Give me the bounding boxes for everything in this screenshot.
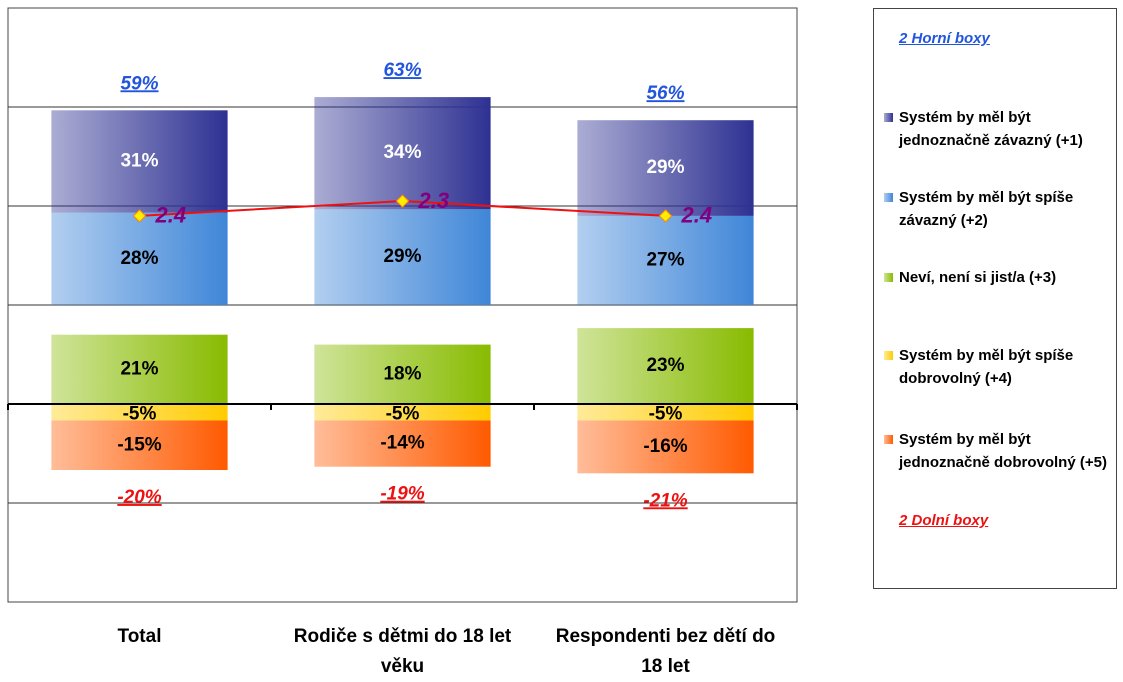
data-label: 18% xyxy=(383,363,421,384)
legend-item: Systém by měl být jednoznačně dobrovolný… xyxy=(884,428,1116,474)
data-label: 23% xyxy=(646,355,684,376)
mean-label: 2.4 xyxy=(155,203,187,228)
legend-swatch xyxy=(884,113,893,122)
mean-marker xyxy=(132,209,147,223)
mean-label: 2.3 xyxy=(418,188,450,213)
legend-swatch xyxy=(884,193,893,202)
legend: 2 Horní boxy Systém by měl být jednoznačn… xyxy=(873,8,1117,589)
legend-swatch xyxy=(884,351,893,360)
bar-segment xyxy=(51,420,228,470)
bar-segment xyxy=(51,334,228,404)
top-box-label: 56% xyxy=(646,83,684,104)
bottom-box-label: -21% xyxy=(643,490,687,511)
legend-label: Systém by měl být jednoznačně dobrovolný… xyxy=(899,431,1107,471)
bottom-box-label: -19% xyxy=(380,484,424,505)
mean-marker xyxy=(395,194,410,208)
legend-label: Systém by měl být jednoznačně závazný (+… xyxy=(899,109,1083,149)
legend-bottom-box: 2 Dolní boxy xyxy=(899,512,989,529)
data-label: -16% xyxy=(643,436,687,457)
legend-swatch xyxy=(884,435,893,444)
mean-label: 2.4 xyxy=(681,203,713,228)
data-label: 28% xyxy=(120,248,158,269)
top-box-label: 59% xyxy=(120,73,158,94)
bar-segment xyxy=(51,212,228,305)
bar-segment xyxy=(314,209,491,305)
data-label: 31% xyxy=(120,150,158,171)
legend-swatch xyxy=(884,273,893,282)
bar-segment xyxy=(314,344,491,404)
x-tick-label: Respondenti bez dětí do 18 let xyxy=(555,626,776,677)
legend-item: Systém by měl být spíše dobrovolný (+4) xyxy=(884,344,1116,390)
legend-item: Neví, není si jist/a (+3) xyxy=(884,266,1116,289)
bar-segment xyxy=(577,404,754,421)
data-label: 21% xyxy=(120,358,158,379)
data-label: -5% xyxy=(386,403,420,424)
data-label: 29% xyxy=(646,157,684,178)
bar-segment xyxy=(314,97,491,210)
data-label: -15% xyxy=(117,434,161,455)
bar-segment xyxy=(577,420,754,474)
bar-segment xyxy=(51,404,228,421)
bar-segment xyxy=(577,120,754,216)
bar-segment xyxy=(314,404,491,421)
data-label: -14% xyxy=(380,433,424,454)
legend-item: Systém by měl být jednoznačně závazný (+… xyxy=(884,106,1116,152)
data-label: 29% xyxy=(383,246,421,267)
data-label: -5% xyxy=(123,403,157,424)
data-label: -5% xyxy=(649,403,683,424)
x-tick-label: Rodiče s dětmi do 18 let věku xyxy=(293,626,512,677)
data-label: 34% xyxy=(383,142,421,163)
chart: 28% 31% 21% -5% -15% 59% -20% 29% 34% 18% -5% -14% 6… xyxy=(7,7,798,603)
top-box-label: 63% xyxy=(383,60,421,81)
bottom-box-label: -20% xyxy=(117,487,161,508)
legend-top-box: 2 Horní boxy xyxy=(899,30,990,47)
data-label: 27% xyxy=(646,249,684,270)
legend-label: Systém by měl být spíše dobrovolný (+4) xyxy=(899,347,1074,387)
bar-segment xyxy=(577,215,754,305)
bar-segment xyxy=(51,110,228,213)
x-tick-label: Total xyxy=(117,626,162,647)
legend-item: Systém by měl být spíše závazný (+2) xyxy=(884,186,1116,232)
mean-marker xyxy=(658,209,673,223)
legend-label: Neví, není si jist/a (+3) xyxy=(899,269,1057,286)
bar-segment xyxy=(577,328,754,404)
bar-segment xyxy=(314,420,491,467)
legend-label: Systém by měl být spíše závazný (+2) xyxy=(899,189,1074,229)
